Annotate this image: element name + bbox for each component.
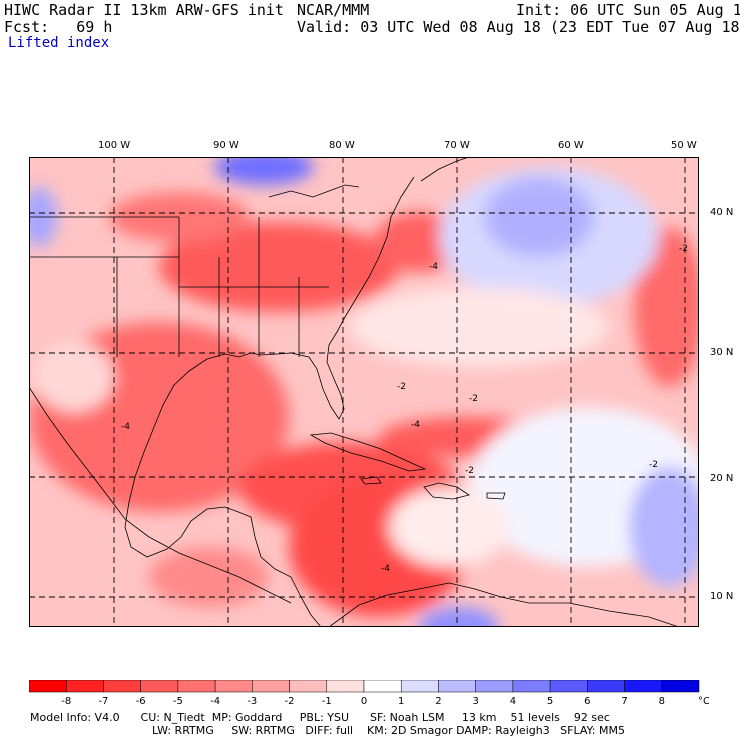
colorbar-tick-label: -7 [98,696,108,707]
colorbar-tick-label: 2 [435,696,441,707]
colorbar: -8 -7 -6 -5 -4 -3 -2 -1 0 1 2 3 4 5 6 7 8 °C [29,680,709,707]
coastlines-and-borders [29,157,680,627]
colorbar-box [289,680,328,693]
colorbar-unit: °C [698,696,709,707]
lat-lon-grid [29,157,699,627]
colorbar-box [549,680,588,693]
contour-labels: -4 -4 -2 -2 -2 -4 -2 -4 -2 [121,244,688,574]
colorbar-tick-label: -8 [61,696,71,707]
colorbar-tick-label: 5 [547,696,553,707]
colorbar-box [140,680,179,693]
lon-label-70w: 70 W [444,140,470,151]
lat-label-10n: 10 N [710,591,734,602]
colorbar-box [252,680,290,693]
lat-label-30n: 30 N [710,347,734,358]
organization: NCAR/MMM [297,1,370,19]
colorbar-box [475,680,514,693]
contour-label: -4 [429,262,438,272]
colorbar-tick-label: -3 [247,696,257,707]
model-info-line1: Model Info: V4.0 CU: N_Tiedt MP: Goddard… [30,711,610,724]
colorbar-box [400,680,439,693]
colorbar-tick-label: -1 [322,696,332,707]
contour-label: -4 [411,420,420,430]
contour-label: -2 [397,382,406,392]
colorbar-tick-label: 8 [659,696,665,707]
colorbar-box [661,680,700,693]
contour-label: -4 [121,422,130,432]
model-title: HIWC Radar II 13km ARW-GFS init [4,1,284,19]
valid-time: Valid: 03 UTC Wed 08 Aug 18 (23 EDT Tue … [297,18,740,36]
model-info-line2: LW: RRTMG SW: RRTMG DIFF: full KM: 2D Sm… [152,724,625,737]
contour-label: -2 [679,244,688,254]
colorbar-tick-label: 7 [621,696,627,707]
colorbar-box [177,680,216,693]
contour-label: -2 [649,460,658,470]
lon-label-60w: 60 W [558,140,584,151]
lon-label-100w: 100 W [98,140,131,151]
colorbar-box [438,680,476,693]
colorbar-tick-label: 1 [398,696,404,707]
contour-label: -2 [465,466,474,476]
field-name: Lifted index [8,35,110,51]
contour-label: -2 [469,394,478,404]
colorbar-tick-label: 4 [510,696,516,707]
colorbar-box [65,680,104,693]
colorbar-ticks: -8 -7 -6 -5 -4 -3 -2 -1 0 1 2 3 4 5 6 7 8 [61,696,665,707]
lat-label-20n: 20 N [710,473,734,484]
colorbar-tick-label: 0 [361,696,367,707]
colorbar-tick-label: -5 [173,696,183,707]
colorbar-box [512,680,551,693]
shaded-field [29,157,699,627]
lifted-index-map: -4 -4 -2 -2 -2 -4 -2 -4 -2 [29,157,699,627]
colorbar-boxes [29,680,700,693]
colorbar-tick-label: -6 [136,696,146,707]
colorbar-box [103,680,141,693]
colorbar-box [29,680,67,693]
lat-label-40n: 40 N [710,207,734,218]
colorbar-box [214,680,253,693]
colorbar-box [587,680,625,693]
forecast-hour: Fcst: 69 h [4,18,113,36]
lon-label-80w: 80 W [329,140,355,151]
colorbar-box [363,680,402,693]
lon-label-50w: 50 W [671,140,697,151]
colorbar-box [326,680,365,693]
colorbar-tick-label: 6 [584,696,590,707]
init-time: Init: 06 UTC Sun 05 Aug 18 [516,1,740,19]
lon-label-90w: 90 W [213,140,239,151]
colorbar-tick-label: -2 [285,696,295,707]
contour-label: -4 [381,564,390,574]
colorbar-tick-label: 3 [472,696,478,707]
colorbar-box [624,680,663,693]
colorbar-tick-label: -4 [210,696,220,707]
map-frame [29,157,699,627]
